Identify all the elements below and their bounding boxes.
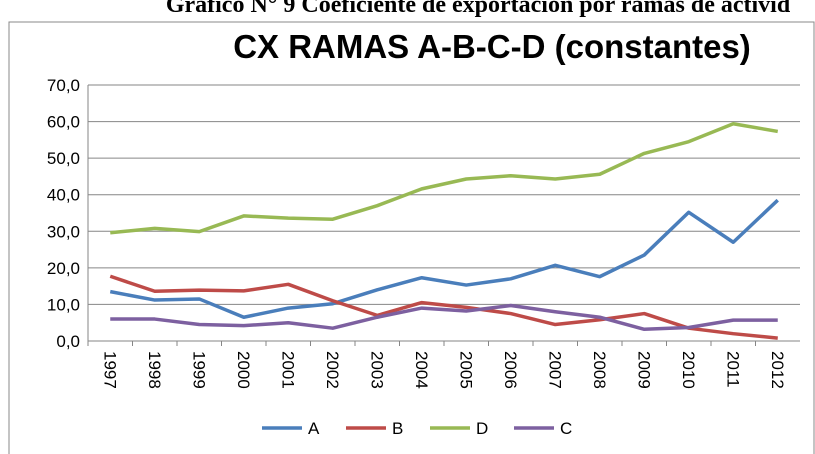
header: Gráfico N° 9 Coeficiente de exportación …	[166, 0, 791, 18]
x-tick-label: 2004	[412, 351, 431, 389]
y-tick-label: 70,0	[47, 76, 80, 95]
x-tick-label: 2005	[456, 351, 475, 389]
line-series	[110, 122, 779, 235]
y-tick-label: 50,0	[47, 149, 80, 168]
legend-label: C	[560, 419, 572, 438]
legend-label: A	[308, 419, 320, 438]
x-tick-label: 2012	[768, 351, 787, 389]
line-series	[109, 198, 779, 319]
x-tick-label: 2011	[723, 351, 742, 388]
x-tick-label: 2003	[367, 351, 386, 389]
x-tick-label: 2002	[323, 351, 342, 389]
legend-label: D	[476, 419, 488, 438]
x-tick-label: 2007	[545, 351, 564, 389]
y-tick-label: 20,0	[47, 259, 80, 278]
y-tick-label: 10,0	[47, 295, 80, 314]
y-tick-label: 60,0	[47, 113, 80, 132]
line-series	[109, 274, 778, 340]
y-tick-label: 40,0	[47, 186, 80, 205]
line-series	[110, 303, 778, 332]
x-tick-label: 2006	[501, 351, 520, 389]
x-tick-label: 1999	[189, 351, 208, 389]
x-tick-label: 1998	[145, 351, 164, 389]
y-tick-label: 0,0	[56, 332, 80, 351]
x-tick-label: 2010	[679, 351, 698, 389]
chart-frame	[8, 21, 815, 454]
x-tick-label: 2009	[634, 351, 653, 389]
y-tick-label: 30,0	[47, 222, 80, 241]
chart-title: CX RAMAS A-B-C-D (constantes)	[233, 28, 751, 65]
x-tick-label: 2000	[234, 351, 253, 389]
x-tick-label: 2001	[278, 351, 297, 389]
x-tick-label: 1997	[100, 351, 119, 389]
legend-label: B	[392, 419, 403, 438]
x-tick-label: 2008	[590, 351, 609, 389]
